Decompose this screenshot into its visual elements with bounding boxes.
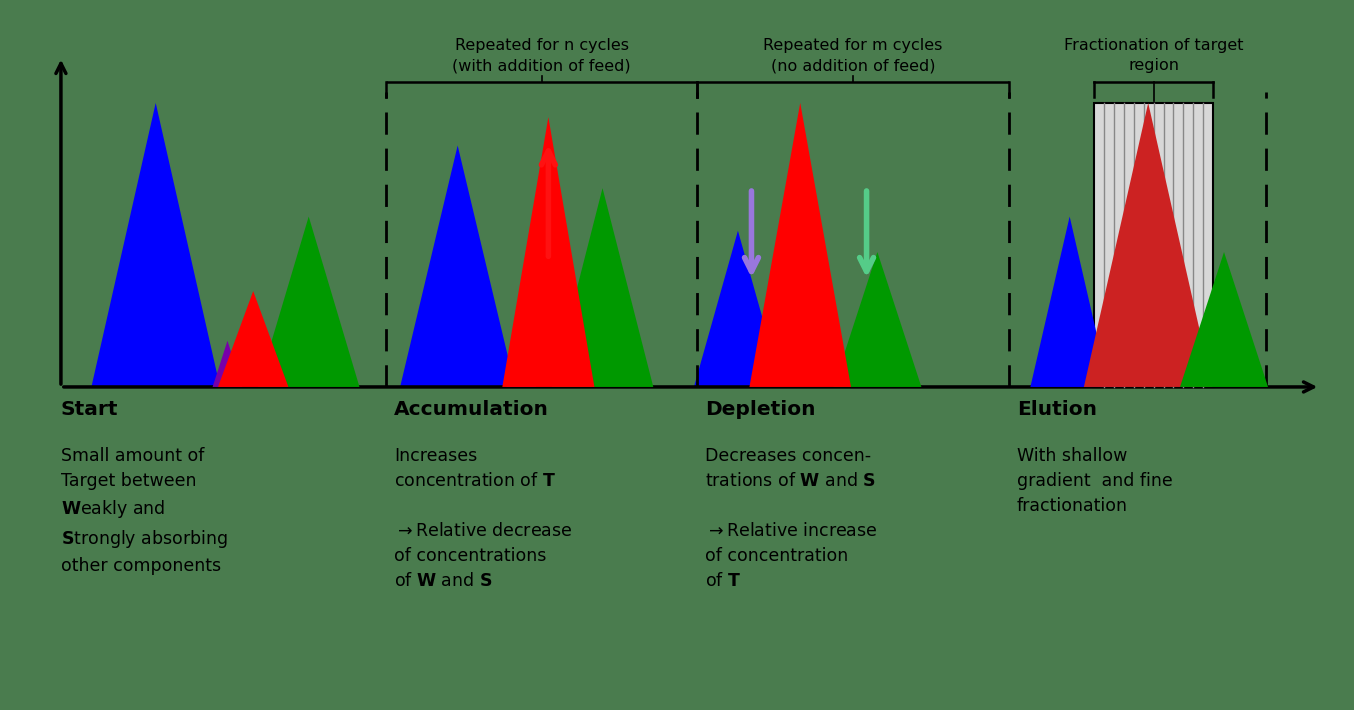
Text: Depletion: Depletion <box>705 400 816 419</box>
Polygon shape <box>750 103 850 387</box>
Polygon shape <box>552 188 653 387</box>
Text: Accumulation: Accumulation <box>394 400 548 419</box>
Text: Fractionation of target
region: Fractionation of target region <box>1064 38 1243 73</box>
Text: Small amount of
Target between
$\mathbf{W}$eakly and
$\mathbf{S}$trongly absorbi: Small amount of Target between $\mathbf{… <box>61 447 227 575</box>
Text: Repeated for n cycles
(with addition of feed): Repeated for n cycles (with addition of … <box>452 38 631 73</box>
Polygon shape <box>1083 103 1213 387</box>
Polygon shape <box>401 146 515 387</box>
Polygon shape <box>695 231 783 387</box>
Polygon shape <box>218 291 288 387</box>
Polygon shape <box>506 341 536 387</box>
Polygon shape <box>259 217 360 387</box>
Polygon shape <box>502 117 594 387</box>
Text: Repeated for m cycles
(no addition of feed): Repeated for m cycles (no addition of fe… <box>764 38 942 73</box>
Polygon shape <box>834 252 922 387</box>
Text: Increases
concentration of $\mathbf{T}$

$\rightarrow$Relative decrease
of conce: Increases concentration of $\mathbf{T}$ … <box>394 447 573 590</box>
Text: Elution: Elution <box>1017 400 1097 419</box>
Polygon shape <box>92 103 219 387</box>
Text: Decreases concen-
trations of $\mathbf{W}$ and $\mathbf{S}$

$\rightarrow$Relati: Decreases concen- trations of $\mathbf{W… <box>705 447 877 590</box>
Polygon shape <box>1030 217 1109 387</box>
Text: With shallow
gradient  and fine
fractionation: With shallow gradient and fine fractiona… <box>1017 447 1173 515</box>
Polygon shape <box>1181 252 1267 387</box>
Polygon shape <box>1101 348 1125 387</box>
Text: Start: Start <box>61 400 118 419</box>
Bar <box>1094 103 1213 387</box>
Polygon shape <box>213 341 242 387</box>
